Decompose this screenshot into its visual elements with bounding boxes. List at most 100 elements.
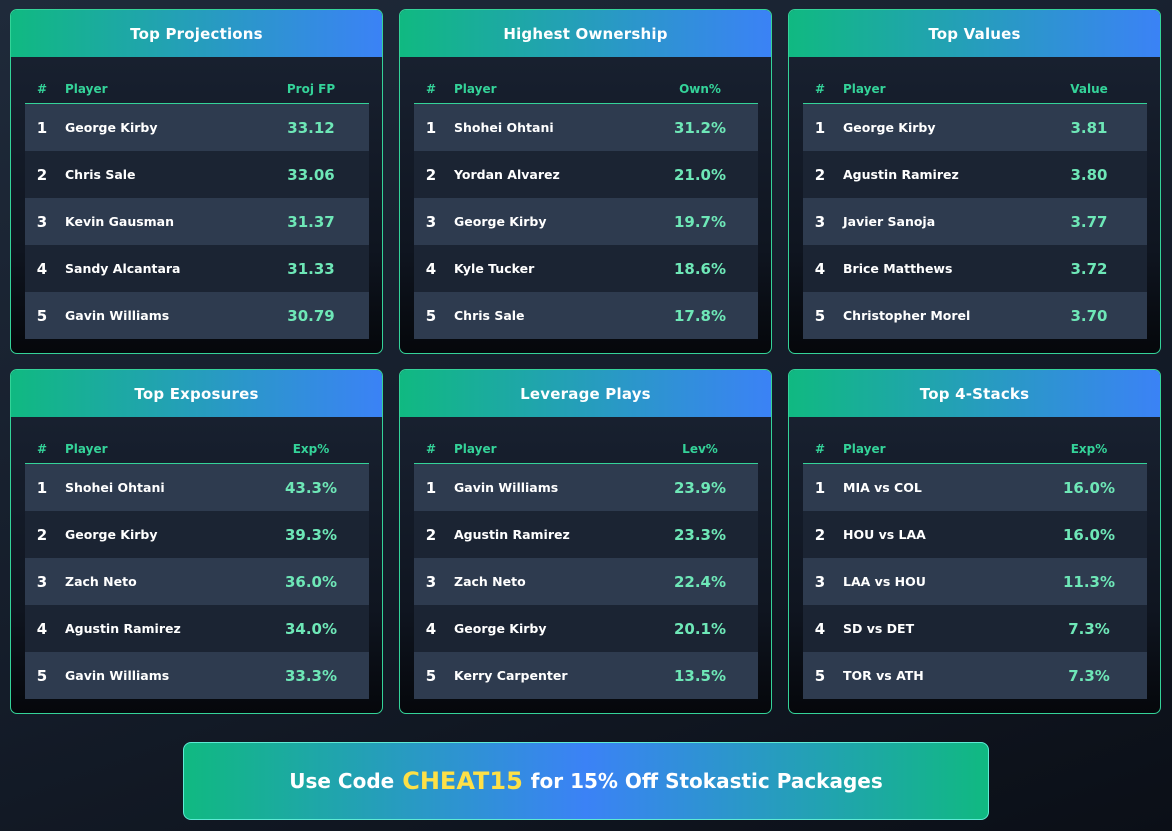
table-row: 3 Zach Neto 36.0%	[25, 558, 369, 605]
table-header: # Player Lev%	[414, 440, 758, 464]
stat-value: 3.77	[1070, 212, 1108, 231]
projections-table: # Player Proj FP 1 George Kirby 33.12 2 Chr…	[25, 80, 369, 339]
rank: 2	[425, 165, 437, 184]
player-name: Chris Sale	[65, 167, 136, 182]
stat-value: 13.5%	[673, 666, 727, 685]
stat-value: 23.3%	[673, 525, 727, 544]
card-top-4-stacks: Top 4-Stacks # Player Exp% 1 MIA vs COL 16…	[788, 369, 1161, 714]
player-name: Gavin Williams	[65, 668, 170, 683]
stat-value: 17.8%	[673, 306, 727, 325]
player-name: Sandy Alcantara	[65, 261, 181, 276]
player-name: Christopher Morel	[843, 308, 971, 323]
card-top-values: Top Values # Player Value 1 George Kirby 3…	[788, 9, 1161, 354]
banner-suffix: for 15% Off Stokastic Packages	[530, 769, 883, 793]
player-name: George Kirby	[65, 527, 158, 542]
rank: 4	[36, 619, 48, 638]
stat-value: 19.7%	[673, 212, 727, 231]
card-title: Highest Ownership	[400, 10, 771, 57]
table-row: 2 Chris Sale 33.06	[25, 151, 369, 198]
stat-value: 43.3%	[284, 478, 338, 497]
player-name: Agustin Ramirez	[843, 167, 959, 182]
player-name: Agustin Ramirez	[65, 621, 181, 636]
player-name: George Kirby	[454, 621, 547, 636]
player-name: Yordan Alvarez	[454, 167, 560, 182]
table-row: 5 Gavin Williams 30.79	[25, 292, 369, 339]
rank: 4	[425, 259, 437, 278]
player-name: Agustin Ramirez	[454, 527, 570, 542]
stat-value: 31.33	[287, 259, 335, 278]
player-name: Kyle Tucker	[454, 261, 535, 276]
player-name: Gavin Williams	[454, 480, 559, 495]
stat-value: 16.0%	[1062, 478, 1116, 497]
rank: 2	[36, 165, 48, 184]
leverage-table: # Player Lev% 1 Gavin Williams 23.9% 2 Agus…	[414, 440, 758, 699]
table-row: 1 MIA vs COL 16.0%	[803, 464, 1147, 511]
player-name: Gavin Williams	[65, 308, 170, 323]
rank: 1	[425, 118, 437, 137]
table-row: 4 Kyle Tucker 18.6%	[414, 245, 758, 292]
col-rank-header: #	[425, 442, 437, 456]
promo-code: CHEAT15	[402, 767, 523, 795]
table-row: 5 Gavin Williams 33.3%	[25, 652, 369, 699]
card-top-exposures: Top Exposures # Player Exp% 1 Shohei Ohta…	[10, 369, 383, 714]
stat-value: 16.0%	[1062, 525, 1116, 544]
values-table: # Player Value 1 George Kirby 3.81 2 Agusti…	[803, 80, 1147, 339]
col-player-header: Player	[454, 82, 497, 96]
stat-value: 36.0%	[284, 572, 338, 591]
table-row: 4 George Kirby 20.1%	[414, 605, 758, 652]
col-value-header: Exp%	[292, 442, 330, 456]
player-name: Zach Neto	[454, 574, 526, 589]
rank: 4	[814, 619, 826, 638]
table-row: 2 Agustin Ramirez 23.3%	[414, 511, 758, 558]
rank: 5	[425, 306, 437, 325]
table-header: # Player Exp%	[803, 440, 1147, 464]
stacks-table: # Player Exp% 1 MIA vs COL 16.0% 2 HOU vs L…	[803, 440, 1147, 699]
stat-value: 21.0%	[673, 165, 727, 184]
banner-prefix: Use Code	[289, 769, 395, 793]
stat-value: 11.3%	[1062, 572, 1116, 591]
rank: 1	[425, 478, 437, 497]
stat-value: 33.06	[287, 165, 335, 184]
stack-name: TOR vs ATH	[843, 668, 924, 683]
player-name: Kevin Gausman	[65, 214, 175, 229]
stat-value: 7.3%	[1068, 619, 1110, 638]
promo-code-banner[interactable]: Use Code CHEAT15 for 15% Off Stokastic P…	[183, 742, 989, 820]
table-row: 3 George Kirby 19.7%	[414, 198, 758, 245]
card-highest-ownership: Highest Ownership # Player Own% 1 Shohei …	[399, 9, 772, 354]
table-row: 4 Sandy Alcantara 31.33	[25, 245, 369, 292]
table-row: 1 George Kirby 3.81	[803, 104, 1147, 151]
stat-value: 31.2%	[673, 118, 727, 137]
rank: 2	[36, 525, 48, 544]
stat-value: 22.4%	[673, 572, 727, 591]
card-top-projections: Top Projections # Player Proj FP 1 George…	[10, 9, 383, 354]
table-row: 3 LAA vs HOU 11.3%	[803, 558, 1147, 605]
table-row: 5 Kerry Carpenter 13.5%	[414, 652, 758, 699]
stat-value: 30.79	[287, 306, 335, 325]
col-rank-header: #	[814, 442, 826, 456]
rank: 5	[36, 306, 48, 325]
table-header: # Player Value	[803, 80, 1147, 104]
rank: 4	[425, 619, 437, 638]
table-row: 3 Javier Sanoja 3.77	[803, 198, 1147, 245]
table-row: 2 Yordan Alvarez 21.0%	[414, 151, 758, 198]
rank: 5	[36, 666, 48, 685]
card-title: Leverage Plays	[400, 370, 771, 417]
stat-value: 7.3%	[1068, 666, 1110, 685]
ownership-table: # Player Own% 1 Shohei Ohtani 31.2% 2 Yorda…	[414, 80, 758, 339]
col-player-header: Player	[843, 82, 886, 96]
stat-value: 33.12	[287, 118, 335, 137]
table-header: # Player Proj FP	[25, 80, 369, 104]
table-row: 3 Zach Neto 22.4%	[414, 558, 758, 605]
stat-value: 20.1%	[673, 619, 727, 638]
rank: 3	[814, 212, 826, 231]
table-row: 5 TOR vs ATH 7.3%	[803, 652, 1147, 699]
stat-value: 3.70	[1070, 306, 1108, 325]
table-header: # Player Exp%	[25, 440, 369, 464]
col-value-header: Value	[1070, 82, 1108, 96]
rank: 1	[814, 478, 826, 497]
stat-value: 39.3%	[284, 525, 338, 544]
player-name: Shohei Ohtani	[65, 480, 165, 495]
col-player-header: Player	[65, 442, 108, 456]
table-row: 4 SD vs DET 7.3%	[803, 605, 1147, 652]
table-row: 1 George Kirby 33.12	[25, 104, 369, 151]
